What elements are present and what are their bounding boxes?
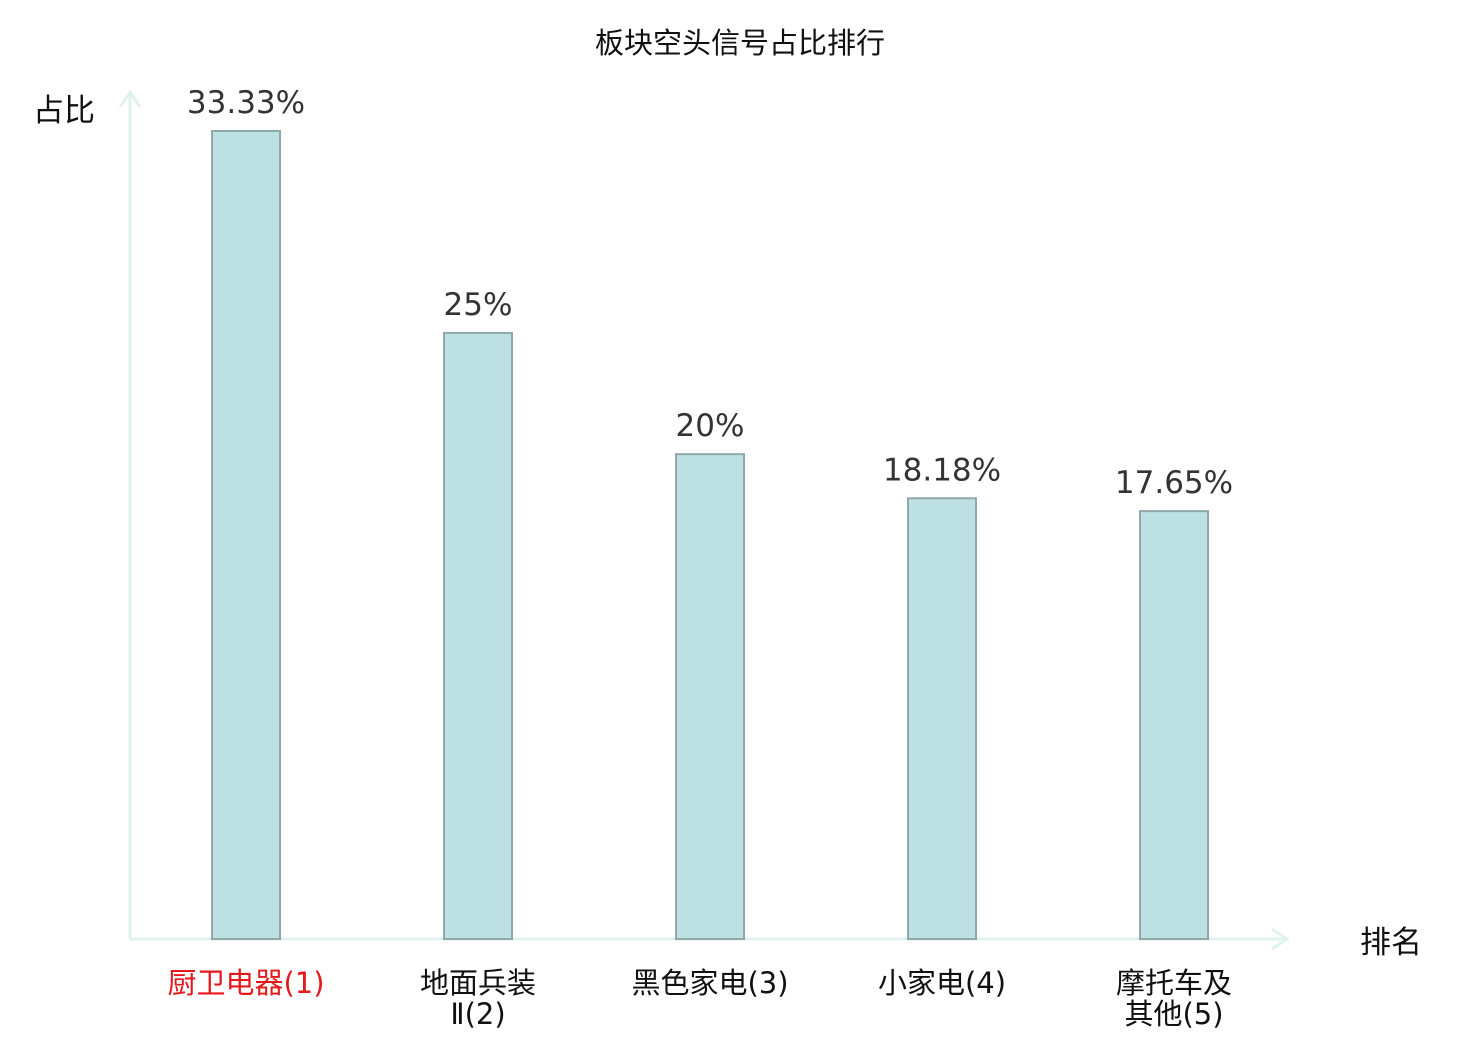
category-label: 黑色家电(3)	[631, 966, 788, 1000]
chart-title: 板块空头信号占比排行	[595, 26, 885, 60]
category-label-line: 摩托车及	[1116, 966, 1232, 1000]
category-label-line: 厨卫电器(1)	[167, 966, 324, 1000]
y-axis-label: 占比	[33, 93, 95, 129]
bar	[675, 453, 745, 940]
value-label: 20%	[676, 408, 745, 444]
bar	[1139, 510, 1209, 940]
category-label: 小家电(4)	[878, 966, 1006, 1000]
bar	[907, 497, 977, 940]
category-label: 地面兵装 Ⅱ(2)	[420, 966, 536, 1031]
bar	[443, 331, 513, 940]
category-label-line: 黑色家电(3)	[631, 966, 788, 1000]
bars	[211, 130, 1209, 940]
category-label-line: 其他(5)	[1124, 997, 1223, 1031]
value-label: 25%	[444, 287, 513, 323]
y-axis-arrow-icon	[118, 89, 142, 108]
category-label-line: Ⅱ(2)	[450, 997, 505, 1031]
category-label: 厨卫电器(1)	[167, 966, 324, 1000]
x-axis-arrow-icon	[1271, 927, 1290, 951]
category-label-line: 小家电(4)	[878, 966, 1006, 1000]
value-labels: 33.33% 25% 20% 18.18% 17.65%	[187, 85, 1233, 501]
category-label-line: 地面兵装	[420, 966, 536, 1000]
x-axis-label: 排名	[1360, 925, 1422, 961]
bar	[211, 130, 281, 940]
value-label: 18.18%	[883, 452, 1001, 488]
category-labels: 厨卫电器(1) 地面兵装 Ⅱ(2) 黑色家电(3) 小家电(4) 摩托车及其他(5)	[167, 966, 1232, 1031]
category-label: 摩托车及其他(5)	[1116, 966, 1232, 1031]
value-label: 33.33%	[187, 85, 305, 121]
value-label: 17.65%	[1115, 465, 1233, 501]
